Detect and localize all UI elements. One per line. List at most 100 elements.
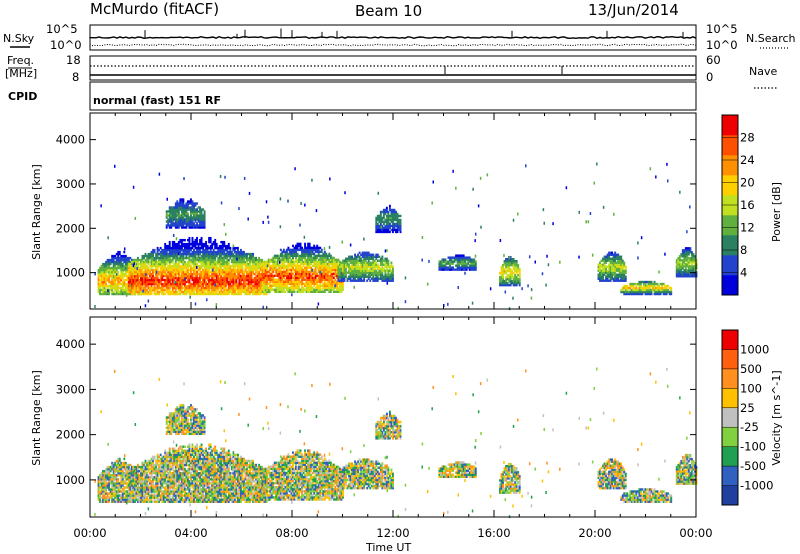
power-cell [182,276,185,280]
power-cell [188,282,191,286]
power-cell [459,256,462,259]
power-cell [179,252,182,256]
power-cell [361,265,364,268]
power-cell [179,250,182,254]
power-cell [500,279,503,283]
power-cell [121,262,124,266]
power-cell [115,270,118,274]
power-cell [161,264,164,268]
power-cell [130,270,133,274]
power-cell [155,288,158,292]
power-cell [174,288,177,292]
power-cell [193,282,195,286]
power-cell [171,280,174,284]
power-cell [165,216,168,219]
power-cell [461,262,464,265]
power-cell [208,272,211,276]
power-cell [290,258,293,262]
power-cell [229,282,232,286]
power-cell [227,254,230,258]
power-cell [214,258,217,262]
power-cell [109,258,112,262]
power-cell [611,269,614,272]
power-cell [227,270,230,274]
power-cell [605,259,608,262]
power-cell [185,244,188,248]
power-cell [105,288,108,292]
power-cell [335,288,338,291]
power-cell [618,263,621,266]
power-cell [675,259,678,262]
power-cell [214,250,217,254]
power-cell [340,263,343,266]
power-cell [212,276,215,280]
power-cell [381,226,384,230]
power-cell [620,269,623,272]
power-cell [273,258,276,262]
power-cell [196,276,198,280]
power-cell [503,271,506,275]
power-cell [106,286,109,290]
power-cell [692,273,695,276]
power-cell [173,254,176,258]
power-cell [305,250,308,254]
power-cell [147,282,150,286]
power-cell [200,216,203,219]
power-cell [444,258,447,261]
power-cell [185,250,188,254]
power-cell [158,262,161,266]
power-cell [202,222,205,225]
power-cell [376,265,379,268]
power-cell [288,272,291,276]
power-cell [174,290,177,294]
power-cell [218,246,221,250]
power-cell [351,275,353,278]
power-cell [279,268,282,272]
power-cell [215,288,218,292]
power-cell [379,257,382,260]
power-cell [391,279,394,282]
power-cell [391,277,394,280]
power-cell [687,275,690,278]
power-cell [185,246,188,250]
power-cell [186,208,189,211]
power-cell [502,277,504,281]
power-cell [124,272,127,276]
power-cell [202,274,205,278]
power-cell [686,273,689,276]
power-cell [241,272,244,276]
power-cell [194,214,197,217]
power-cell [139,274,142,278]
power-cell [379,218,382,222]
power-cell [130,264,133,268]
power-cell [235,288,238,292]
power-cell [167,264,170,268]
power-cell [141,286,144,290]
power-cell [503,260,506,263]
power-cell [444,266,447,269]
power-cell [229,274,232,278]
power-cell [678,265,681,268]
power-cell [308,274,311,278]
power-cell [258,264,261,268]
power-cell [191,250,194,254]
power-cell [279,278,282,282]
power-cell [165,260,168,264]
power-cell [109,280,112,284]
power-cell [186,262,189,266]
power-cell [608,267,611,270]
power-cell [161,272,164,276]
power-cell [256,286,259,290]
power-cell [505,269,508,273]
power-cell [360,257,363,260]
power-cell [161,286,164,290]
power-cell [123,268,126,272]
power-cell [152,276,155,280]
power-cell [354,273,357,276]
power-cell [243,282,245,286]
power-cell [500,277,503,281]
power-cell [206,272,209,276]
power-cell [343,277,346,280]
power-cell [690,273,693,276]
power-cell [174,204,177,207]
